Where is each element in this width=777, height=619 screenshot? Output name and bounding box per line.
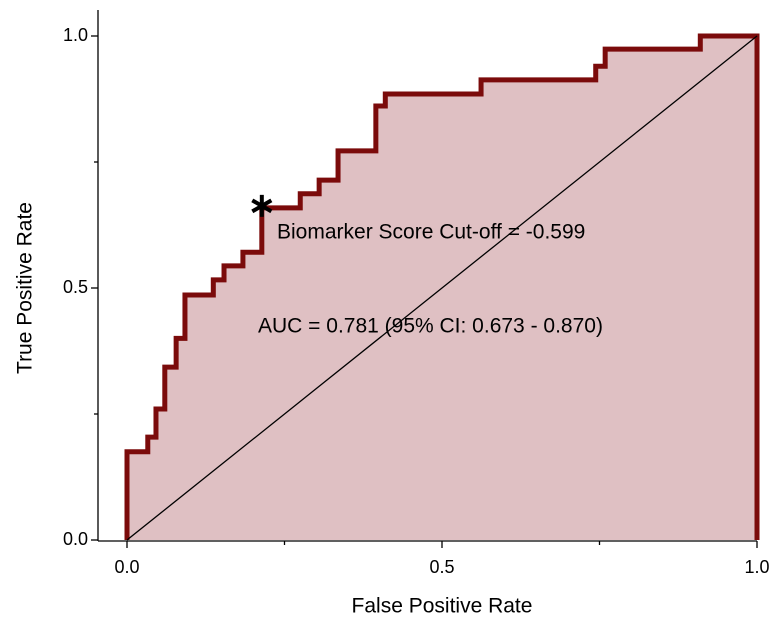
y-axis-title: True Positive Rate [14,202,37,374]
x-tick-label: 0.0 [114,557,139,577]
roc-curve [124,33,760,540]
cutoff-marker [251,194,273,217]
y-tick-label: 0.5 [63,277,88,297]
y-tick-label: 0.0 [63,529,88,549]
annotation: Biomarker Score Cut-off = -0.599 [277,221,585,244]
x-tick-label: 1.0 [744,557,769,577]
reference-diagonal [126,35,758,541]
x-tick-label: 0.5 [429,557,454,577]
annotation: AUC = 0.781 (95% CI: 0.673 - 0.870) [258,315,603,338]
y-tick-label: 1.0 [63,25,88,45]
cutoff-marker-stroke [251,198,273,214]
x-axis-title: False Positive Rate [352,595,533,618]
